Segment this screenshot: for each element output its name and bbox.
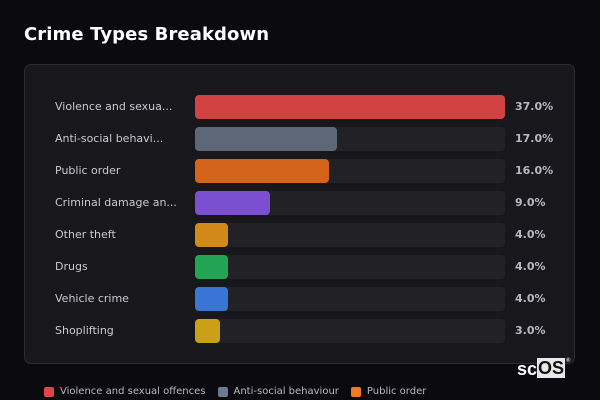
legend-swatch-icon <box>217 386 228 397</box>
bar-row[interactable]: Vehicle crime 4.0% <box>25 287 574 311</box>
legend-label: Violence and sexual offences <box>60 386 206 397</box>
bar-label: Criminal damage an... <box>55 196 177 209</box>
bar-value: 4.0% <box>515 260 546 273</box>
bar-label: Drugs <box>55 260 88 273</box>
bar-track <box>195 159 505 183</box>
bar-label: Violence and sexua... <box>55 100 173 113</box>
bar-fill <box>195 287 229 311</box>
bar-row[interactable]: Public order 16.0% <box>25 159 574 183</box>
bar-fill <box>195 255 229 279</box>
bar-fill <box>195 127 338 151</box>
bar-value: 16.0% <box>515 164 554 177</box>
legend-item[interactable]: Violence and sexual offences <box>44 386 206 397</box>
bar-track <box>195 95 505 119</box>
bar-row[interactable]: Violence and sexua... 37.0% <box>25 95 574 119</box>
bar-track <box>195 287 505 311</box>
bar-track <box>195 255 505 279</box>
bar-fill <box>195 159 329 183</box>
bar-value: 37.0% <box>515 100 554 113</box>
bar-value: 4.0% <box>515 228 546 241</box>
bar-track <box>195 191 505 215</box>
bar-row[interactable]: Shoplifting 3.0% <box>25 319 574 343</box>
logo-text-os: OS <box>537 358 566 378</box>
bar-fill <box>195 191 271 215</box>
bar-label: Shoplifting <box>55 324 114 337</box>
bar-track <box>195 127 505 151</box>
bar-row[interactable]: Other theft 4.0% <box>25 223 574 247</box>
bar-label: Anti-social behavi... <box>55 132 164 145</box>
bar-row[interactable]: Anti-social behavi... 17.0% <box>25 127 574 151</box>
bar-label: Public order <box>55 164 121 177</box>
bar-fill <box>195 95 505 119</box>
legend-swatch-icon <box>350 386 361 397</box>
bar-value: 3.0% <box>515 324 546 337</box>
logo-text-sc: sc <box>517 359 538 379</box>
chart-legend: Violence and sexual offences Anti-social… <box>44 386 426 397</box>
bar-row[interactable]: Criminal damage an... 9.0% <box>25 191 574 215</box>
legend-label: Anti-social behaviour <box>233 386 339 397</box>
bar-value: 4.0% <box>515 292 546 305</box>
bar-value: 9.0% <box>515 196 546 209</box>
legend-item[interactable]: Public order <box>350 386 427 397</box>
bar-fill <box>195 223 229 247</box>
legend-swatch-icon <box>44 386 54 397</box>
legend-item[interactable]: Anti-social behaviour <box>217 386 339 397</box>
legend-label: Public order <box>366 386 427 397</box>
registered-mark-icon: ® <box>566 358 571 364</box>
bar-fill <box>195 319 221 343</box>
page-title: Crime Types Breakdown <box>24 24 270 45</box>
scos-logo: sc OS ® <box>517 358 570 379</box>
bar-label: Vehicle crime <box>55 292 129 305</box>
bar-value: 17.0% <box>515 132 554 145</box>
bar-track <box>195 223 505 247</box>
bar-row[interactable]: Drugs 4.0% <box>25 255 574 279</box>
bar-track <box>195 319 505 343</box>
chart-card: Violence and sexua... 37.0% Anti-social … <box>24 64 575 364</box>
bar-label: Other theft <box>55 228 116 241</box>
